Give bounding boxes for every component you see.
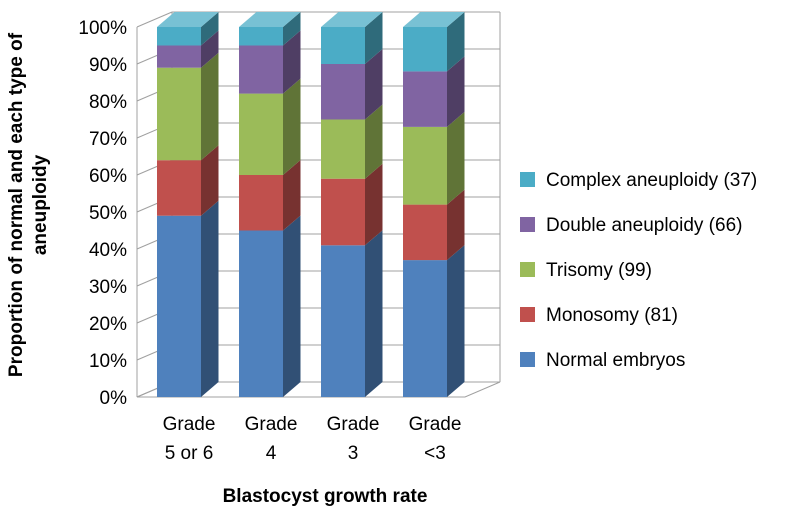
bar-segment-side: [447, 245, 465, 397]
bar-top: [403, 12, 465, 27]
bar-stack: [157, 12, 219, 397]
bar-segment-front: [403, 126, 447, 205]
x-category-label: 3: [348, 443, 359, 464]
bar-segment-front: [403, 204, 447, 261]
bar-segment-side: [283, 160, 301, 231]
x-category-label: Grade: [409, 414, 462, 435]
bar-top: [321, 12, 383, 27]
bar-segment-front: [157, 45, 201, 68]
legend-swatch: [520, 172, 535, 187]
x-category-label: Grade: [327, 414, 380, 435]
bar-segment-side: [365, 49, 383, 120]
bar-segment-side: [201, 200, 219, 397]
y-tick-label: 20%: [89, 314, 127, 335]
bar-segment-side: [201, 145, 219, 216]
x-axis-categories: Grade 5 or 6 Grade 4 Grade 3 Grade <3: [163, 414, 462, 464]
bar-segment-front: [239, 27, 283, 46]
legend-label: Monosomy (81): [546, 305, 678, 326]
bar-segment-front: [321, 27, 365, 64]
y-tick-label: 50%: [89, 203, 127, 224]
x-category-label: <3: [424, 443, 446, 464]
y-axis-title-line-2: aneuploidy: [30, 154, 51, 255]
legend-swatch: [520, 352, 535, 367]
gridline-side: [136, 11, 173, 28]
bar-segment-side: [283, 78, 301, 175]
y-axis-title-line-1: Proportion of normal and each type of: [6, 32, 27, 377]
y-tick-label: 90%: [89, 55, 127, 76]
x-category-label: 4: [266, 443, 277, 464]
bar-segment-side: [283, 215, 301, 397]
bar-stack: [321, 12, 383, 397]
bar-top: [157, 12, 219, 27]
bar-segment-front: [321, 178, 365, 246]
y-tick-label: 10%: [89, 351, 127, 372]
bar-segment-front: [239, 45, 283, 94]
legend-swatch: [520, 307, 535, 322]
x-category-label: 5 or 6: [165, 443, 214, 464]
bar-segment-front: [321, 119, 365, 179]
y-tick-label: 60%: [89, 166, 127, 187]
y-axis-ticks: 0% 10% 20% 30% 40% 50% 60% 70% 80% 90% 100%: [78, 18, 127, 409]
legend-label: Normal embryos: [546, 350, 685, 371]
bars: [157, 12, 465, 397]
bar-segment-front: [157, 27, 201, 46]
legend-label: Complex aneuploidy (37): [546, 170, 757, 191]
y-tick-label: 0%: [100, 388, 128, 409]
x-category-label: Grade: [163, 414, 216, 435]
bar-segment-front: [403, 71, 447, 127]
bar-segment-side: [365, 163, 383, 246]
y-tick-label: 70%: [89, 129, 127, 150]
bar-stack: [403, 12, 465, 397]
bar-segment-side: [201, 52, 219, 161]
bar-segment-front: [239, 230, 283, 397]
bar-segment-side: [447, 189, 465, 261]
legend-swatch: [520, 217, 535, 232]
bar-segment-front: [321, 64, 365, 120]
y-tick-label: 40%: [89, 240, 127, 261]
bar-segment-front: [239, 175, 283, 231]
bar-stack: [239, 12, 301, 397]
bar-segment-side: [365, 104, 383, 179]
y-tick-label: 80%: [89, 92, 127, 113]
y-tick-label: 100%: [78, 18, 127, 39]
bar-segment-side: [201, 30, 219, 68]
bar-segment-front: [239, 93, 283, 175]
bar-segment-side: [365, 12, 383, 64]
bar-segment-side: [447, 56, 465, 127]
bar-segment-side: [283, 30, 301, 94]
bar-segment-front: [157, 215, 201, 397]
bar-segment-front: [403, 27, 447, 72]
legend-label: Trisomy (99): [546, 260, 652, 281]
bar-segment-front: [321, 245, 365, 397]
legend-label: Double aneuploidy (66): [546, 215, 742, 236]
x-category-label: Grade: [245, 414, 298, 435]
bar-segment-front: [403, 260, 447, 397]
bar-segment-front: [157, 67, 201, 161]
bar-segment-side: [447, 12, 465, 72]
bar-segment-side: [201, 12, 219, 46]
bar-segment-side: [447, 111, 465, 205]
bar-segment-front: [157, 160, 201, 216]
legend: Complex aneuploidy (37) Double aneuploidy…: [520, 170, 757, 371]
bar-segment-side: [365, 230, 383, 397]
legend-swatch: [520, 262, 535, 277]
x-axis-title: Blastocyst growth rate: [223, 486, 428, 507]
y-tick-label: 30%: [89, 277, 127, 298]
bar-segment-side: [283, 12, 301, 46]
bar-top: [239, 12, 301, 27]
